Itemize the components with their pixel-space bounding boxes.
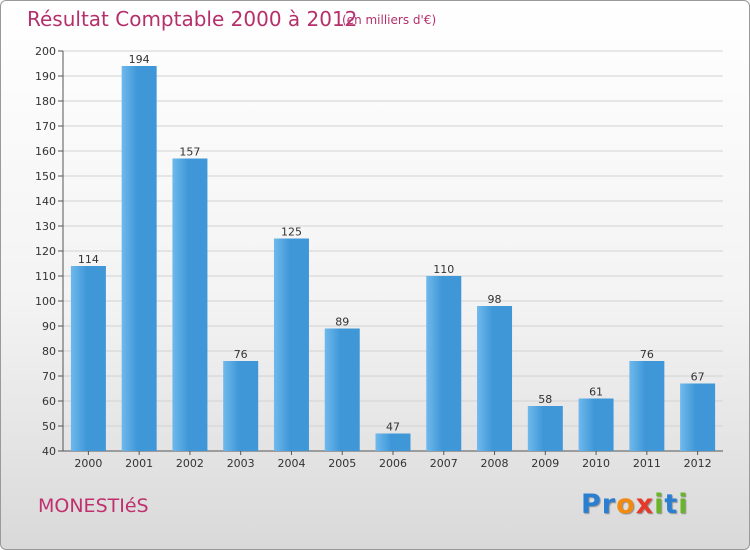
y-tick-label: 170 <box>35 120 56 133</box>
value-label: 157 <box>179 146 200 159</box>
logo-letter: i <box>678 489 689 520</box>
bar <box>680 383 716 451</box>
y-tick-label: 70 <box>42 370 56 383</box>
y-tick-label: 100 <box>35 295 56 308</box>
proxiti-logo: Proxiti <box>581 489 689 520</box>
value-label: 110 <box>433 263 454 276</box>
y-tick-label: 110 <box>35 270 56 283</box>
bar <box>477 306 513 451</box>
x-tick-label: 2009 <box>531 457 559 470</box>
bar <box>273 238 309 451</box>
y-tick-labels: 40 50 60 70 80 90 100 110 120 130 140 150 160 170 180 1… <box>35 45 56 458</box>
x-tick-label: 2007 <box>430 457 458 470</box>
value-label: 67 <box>691 371 705 384</box>
bar <box>324 328 360 451</box>
x-tick-label: 2011 <box>633 457 661 470</box>
logo-letter: x <box>635 489 655 520</box>
x-tick-label: 2005 <box>328 457 356 470</box>
bar <box>223 361 259 451</box>
x-tick-labels: 2000 2001 2002 2003 2004 2005 2006 2007 2008 2009… <box>74 457 711 470</box>
x-tick-label: 2002 <box>176 457 204 470</box>
x-tick-label: 2012 <box>684 457 712 470</box>
y-tick-label: 140 <box>35 195 56 208</box>
bars <box>70 66 716 451</box>
value-label: 76 <box>234 348 248 361</box>
commune-name: MONESTIéS <box>38 495 149 517</box>
logo-letter: i <box>654 489 665 520</box>
logo-letter: o <box>616 489 636 520</box>
bar <box>527 406 563 451</box>
chart-subtitle: (en milliers d'€) <box>342 13 437 27</box>
value-label: 114 <box>78 253 99 266</box>
bar <box>70 266 106 451</box>
x-tick-label: 2006 <box>379 457 407 470</box>
value-label: 125 <box>281 226 302 239</box>
x-tick-label: 2010 <box>582 457 610 470</box>
value-label: 76 <box>640 348 654 361</box>
bar <box>375 433 411 451</box>
x-tick-label: 2008 <box>481 457 509 470</box>
y-tick-label: 180 <box>35 95 56 108</box>
x-tick-label: 2004 <box>277 457 305 470</box>
y-tick-label: 90 <box>42 320 56 333</box>
y-tick-label: 150 <box>35 170 56 183</box>
y-tick-label: 160 <box>35 145 56 158</box>
y-tick-label: 50 <box>42 420 56 433</box>
logo-letter: r <box>601 489 617 520</box>
x-tick-label: 2001 <box>125 457 153 470</box>
bar <box>578 398 614 451</box>
x-tick-label: 2000 <box>74 457 102 470</box>
bar <box>629 361 665 451</box>
y-tick-label: 130 <box>35 220 56 233</box>
bar <box>172 158 208 451</box>
chart-title: Résultat Comptable 2000 à 2012 <box>27 7 358 31</box>
bar <box>121 66 157 451</box>
value-label: 194 <box>129 53 150 66</box>
axes <box>58 50 723 455</box>
logo-letter: t <box>664 489 679 520</box>
x-tick-label: 2003 <box>227 457 255 470</box>
grid-lines <box>63 50 723 452</box>
y-tick-label: 120 <box>35 245 56 258</box>
logo-letter: P <box>581 489 602 520</box>
bar <box>426 276 462 451</box>
y-tick-label: 80 <box>42 345 56 358</box>
value-label: 47 <box>386 421 400 434</box>
value-label: 61 <box>589 386 603 399</box>
value-label: 98 <box>488 293 502 306</box>
value-label: 58 <box>538 393 552 406</box>
y-tick-label: 60 <box>42 395 56 408</box>
value-label: 89 <box>335 316 349 329</box>
y-tick-label: 200 <box>35 45 56 58</box>
value-labels: 114 194 157 76 125 89 47 110 98 58 61 76 67 <box>78 53 705 434</box>
y-tick-label: 40 <box>42 445 56 458</box>
y-tick-label: 190 <box>35 70 56 83</box>
